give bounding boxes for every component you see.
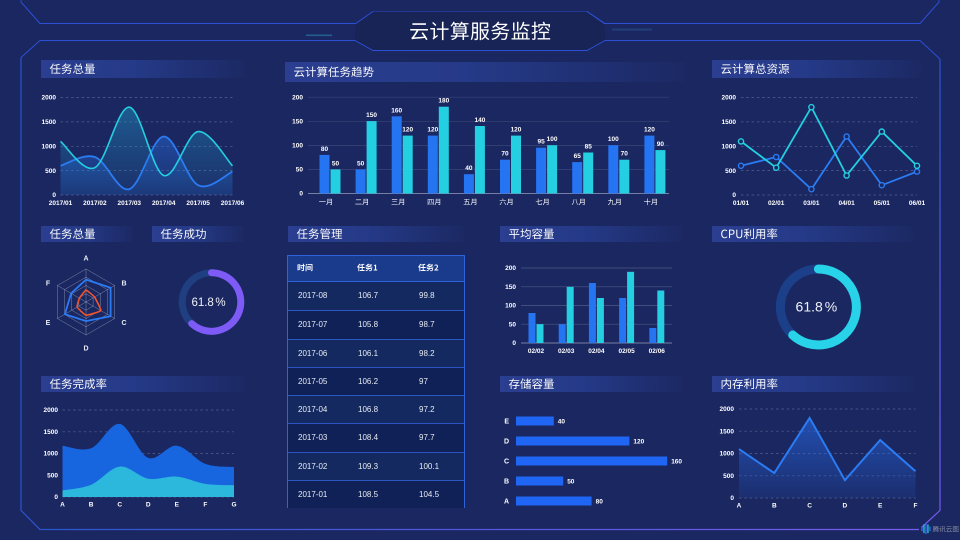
svg-text:B: B (121, 281, 126, 288)
svg-text:1500: 1500 (720, 428, 735, 435)
svg-text:02/04: 02/04 (588, 348, 605, 355)
svg-text:160: 160 (671, 459, 682, 466)
svg-text:70: 70 (501, 151, 509, 158)
svg-text:200: 200 (292, 94, 303, 101)
svg-text:2017/05: 2017/05 (186, 200, 210, 207)
svg-text:50: 50 (357, 160, 365, 167)
svg-text:05/01: 05/01 (874, 200, 891, 207)
svg-text:50: 50 (567, 479, 575, 486)
svg-text:2017/04: 2017/04 (152, 200, 176, 207)
svg-text:500: 500 (45, 168, 56, 175)
svg-text:500: 500 (725, 168, 736, 175)
svg-text:F: F (203, 502, 207, 509)
svg-text:A: A (504, 499, 509, 506)
svg-text:C: C (117, 502, 122, 509)
svg-text:0: 0 (730, 495, 734, 502)
svg-text:D: D (843, 503, 848, 510)
svg-text:02/03: 02/03 (558, 348, 575, 355)
svg-text:2000: 2000 (44, 407, 59, 414)
svg-text:E: E (878, 503, 883, 510)
svg-text:B: B (504, 479, 509, 486)
svg-text:0: 0 (54, 494, 58, 501)
svg-text:1500: 1500 (722, 119, 737, 126)
svg-text:2017/02: 2017/02 (83, 200, 107, 207)
svg-text:120: 120 (427, 127, 438, 134)
svg-text:100: 100 (608, 136, 619, 143)
svg-text:B: B (772, 503, 777, 510)
svg-text:0: 0 (512, 340, 516, 347)
svg-text:A: A (737, 503, 742, 510)
svg-text:04/01: 04/01 (838, 200, 855, 207)
svg-text:80: 80 (321, 146, 329, 153)
svg-text:E: E (175, 502, 180, 509)
svg-text:150: 150 (366, 112, 377, 119)
svg-text:G: G (231, 502, 236, 509)
svg-text:50: 50 (296, 167, 304, 174)
svg-text:02/02: 02/02 (528, 348, 545, 355)
svg-text:85: 85 (585, 144, 593, 151)
svg-text:180: 180 (438, 98, 449, 105)
svg-text:160: 160 (391, 107, 402, 114)
svg-text:1500: 1500 (44, 429, 59, 436)
svg-text:C: C (504, 459, 509, 466)
svg-text:61.8%: 61.8% (191, 297, 225, 309)
svg-text:02/06: 02/06 (649, 348, 666, 355)
svg-text:D: D (504, 439, 509, 446)
svg-text:120: 120 (633, 439, 644, 446)
svg-text:500: 500 (723, 473, 734, 480)
svg-text:1000: 1000 (722, 144, 737, 151)
svg-text:C: C (807, 503, 812, 510)
svg-text:100: 100 (547, 136, 558, 143)
svg-text:C: C (121, 320, 126, 327)
svg-text:0: 0 (732, 192, 736, 199)
svg-text:150: 150 (292, 119, 303, 126)
svg-text:65: 65 (574, 153, 582, 160)
svg-text:02/05: 02/05 (618, 348, 635, 355)
svg-text:1000: 1000 (720, 451, 735, 458)
svg-text:2000: 2000 (720, 406, 735, 413)
svg-text:06/01: 06/01 (909, 200, 926, 207)
svg-text:100: 100 (505, 303, 516, 310)
svg-text:0: 0 (52, 192, 56, 199)
svg-text:01/01: 01/01 (733, 200, 750, 207)
svg-text:2017/06: 2017/06 (221, 200, 245, 207)
svg-text:F: F (46, 281, 51, 288)
svg-text:95: 95 (537, 139, 545, 146)
svg-text:D: D (146, 502, 151, 509)
svg-text:D: D (83, 346, 88, 353)
svg-text:50: 50 (509, 321, 517, 328)
svg-text:0: 0 (299, 191, 303, 198)
svg-text:E: E (46, 320, 51, 327)
svg-text:40: 40 (558, 419, 566, 426)
svg-text:150: 150 (505, 284, 516, 291)
svg-text:E: E (504, 419, 509, 426)
svg-text:1000: 1000 (42, 144, 57, 151)
svg-text:2000: 2000 (42, 95, 57, 102)
svg-text:500: 500 (47, 472, 58, 479)
svg-text:50: 50 (332, 160, 340, 167)
svg-text:03/01: 03/01 (803, 200, 820, 207)
svg-text:40: 40 (465, 165, 473, 172)
svg-text:120: 120 (402, 127, 413, 134)
svg-text:F: F (914, 503, 918, 510)
svg-text:140: 140 (474, 117, 485, 124)
svg-text:02/01: 02/01 (768, 200, 785, 207)
svg-text:2017/03: 2017/03 (118, 200, 142, 207)
svg-text:1000: 1000 (44, 451, 59, 458)
svg-text:90: 90 (657, 141, 665, 148)
svg-text:61.8%: 61.8% (796, 299, 838, 315)
svg-text:120: 120 (511, 127, 522, 134)
svg-text:120: 120 (644, 127, 655, 134)
svg-text:70: 70 (621, 151, 629, 158)
svg-text:A: A (60, 502, 65, 509)
svg-text:2000: 2000 (722, 95, 737, 102)
svg-text:200: 200 (505, 265, 516, 272)
svg-text:1500: 1500 (42, 119, 57, 126)
svg-text:B: B (89, 502, 94, 509)
svg-text:2017/01: 2017/01 (49, 200, 73, 207)
svg-text:100: 100 (292, 143, 303, 150)
svg-text:A: A (83, 256, 88, 263)
svg-text:80: 80 (596, 499, 604, 506)
